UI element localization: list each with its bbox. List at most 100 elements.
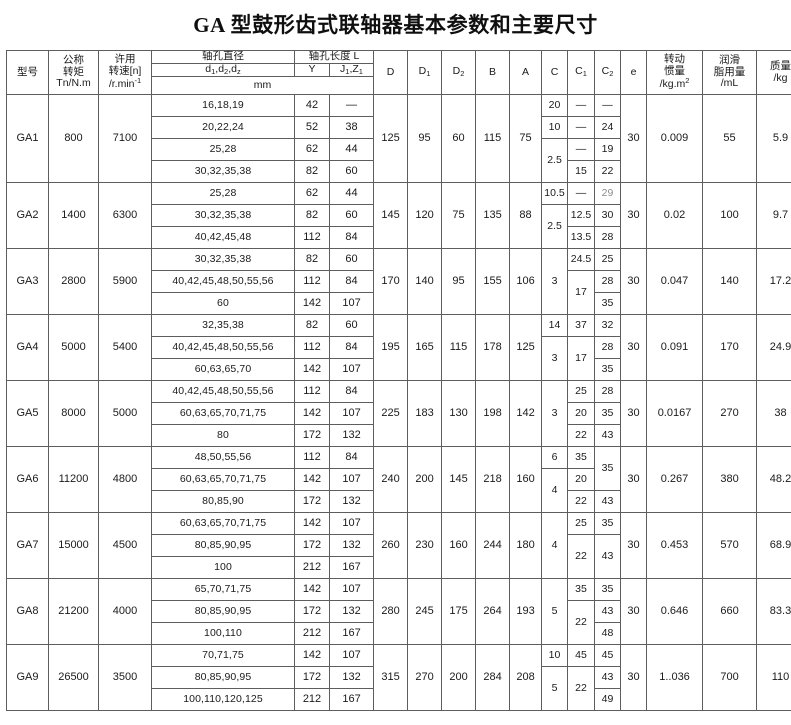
cell-C1: — [567,138,596,162]
cell-bore-length-y: 172 [294,600,330,624]
cell-C2: 35 [594,578,622,602]
header-C2-sub: 2 [609,69,614,79]
cell-allowable-speed: 4500 [98,512,152,580]
bore-len-j-base: J [340,63,346,75]
table-row: 100,110 212 167 48 [7,622,791,646]
bore-dz-base: ,d [228,63,237,75]
cell-C1: 13.5 [567,226,596,250]
cell-model: GA2 [6,182,49,250]
cell-bore-diameter: 30,32,35,38 [151,248,295,272]
cell-C2: 30 [594,204,622,228]
cell-bore-length-y: 112 [294,446,330,470]
cell-A: 208 [509,644,543,712]
cell-D2: 130 [441,380,477,448]
cell-bore-length-jz: 107 [328,358,375,382]
cell-nominal-torque: 5000 [48,314,99,382]
table-row: GA5 8000 5000 40,42,45,48,50,55,56 112 84 225 1… [6,380,791,448]
header-A: A [509,49,543,96]
header-mass: 质量 /kg [756,49,791,96]
bore-len-z-sub: 1 [358,66,363,76]
table-head: 型号 公称 转矩 Tn/N.m 许用 转速[n] /r.min-1 轴孔直径 轴… [6,49,791,96]
cell-moment-of-inertia: 0.091 [646,314,704,382]
cell-moment-of-inertia: 0.267 [646,446,704,514]
cell-C1: 17 [567,270,596,316]
header-bore-length: 轴孔长度 L [293,50,375,64]
cell-C2: 28 [594,226,622,250]
cell-C: 20 [541,94,569,118]
table-row: 100 212 167 [7,556,791,580]
cell-bore-diameter: 40,42,45,48,50,55,56 [151,270,295,294]
cell-nominal-torque: 11200 [48,446,99,514]
cell-bore-diameter: 20,22,24 [151,116,295,140]
cell-mass: 38 [756,380,791,448]
cell-C2: 45 [594,644,622,668]
header-C: C [541,49,569,96]
cell-C2: 28 [594,380,622,404]
cell-grease-amount: 380 [702,446,758,514]
cell-bore-length-y: 52 [294,116,330,140]
cell-D: 145 [373,182,409,250]
cell-C1: 22 [567,534,596,580]
header-allowable-speed: 许用 转速[n] /r.min-1 [98,49,152,96]
cell-bore-diameter: 80,85,90,95 [151,666,295,690]
cell-bore-length-y: 172 [294,424,330,448]
cell-bore-length-jz: 60 [328,160,375,184]
table-row: GA6 11200 4800 48,50,55,56 112 84 240 200 145 218… [6,446,791,514]
cell-C1: 22 [567,666,596,712]
cell-C2: 43 [594,534,622,580]
cell-bore-length-jz: 44 [328,138,375,162]
header-bore-diameter-symbols: d1,d2,dz [151,62,295,78]
cell-bore-length-jz: 84 [328,380,375,404]
header-torque-line2: 转矩 [63,65,84,78]
cell-bore-length-jz: 60 [328,314,375,338]
cell-bore-diameter: 60,63,65,70,71,75 [151,402,295,426]
cell-mass: 9.7 [756,182,791,250]
cell-bore-diameter: 30,32,35,38 [151,160,295,184]
cell-e: 30 [620,314,648,382]
cell-bore-length-jz: 132 [328,424,375,448]
cell-e: 30 [620,182,648,250]
cell-D: 170 [373,248,409,316]
cell-bore-length-jz: 107 [328,644,375,668]
bore-d2-base: ,d [215,63,225,75]
cell-bore-diameter: 100,110,120,125 [151,688,295,712]
cell-C: 3 [541,248,569,316]
header-grease-amount: 润滑 脂用量 /mL [702,49,758,96]
cell-C2: 29 [594,182,622,206]
bore-d1-base: d [205,63,212,75]
cell-A: 180 [509,512,543,580]
cell-D2: 95 [441,248,477,316]
cell-C2: 35 [594,446,622,492]
coupling-spec-table: 型号 公称 转矩 Tn/N.m 许用 转速[n] /r.min-1 轴孔直径 轴… [6,49,791,712]
cell-B: 155 [475,248,511,316]
table-row: 30,32,35,38 82 60 15 22 [7,160,791,184]
cell-C: 10 [541,116,569,140]
cell-e: 30 [620,644,648,712]
cell-bore-length-y: 82 [294,204,330,228]
table-row: 100,110,120,125 212 167 49 [7,688,791,712]
cell-bore-diameter: 30,32,35,38 [151,204,295,228]
header-e: e [620,49,648,96]
cell-D: 195 [373,314,409,382]
cell-bore-length-y: 142 [294,578,330,602]
cell-bore-diameter: 80,85,90,95 [151,534,295,558]
cell-model: GA1 [6,94,49,184]
cell-model: GA8 [6,578,49,646]
header-speed-line1: 许用 [114,52,136,65]
cell-D2: 75 [441,182,477,250]
cell-bore-length-jz: 132 [328,600,375,624]
cell-bore-length-jz: 167 [328,622,375,646]
cell-bore-diameter: 60 [151,292,295,316]
cell-C1: 17 [567,336,596,382]
cell-D1: 245 [407,578,443,646]
cell-bore-length-jz: 107 [328,512,375,536]
cell-bore-diameter: 60,63,65,70 [151,358,295,382]
cell-C: 10 [541,644,569,668]
cell-C1: 35 [567,446,596,470]
table-row: 30,32,35,38 82 60 2.5 12.5 30 [7,204,791,250]
cell-A: 88 [509,182,543,250]
cell-C: 10.5 [541,182,569,206]
cell-mass: 110 [756,644,791,712]
cell-bore-diameter: 70,71,75 [151,644,295,668]
cell-C: 2.5 [541,138,569,184]
